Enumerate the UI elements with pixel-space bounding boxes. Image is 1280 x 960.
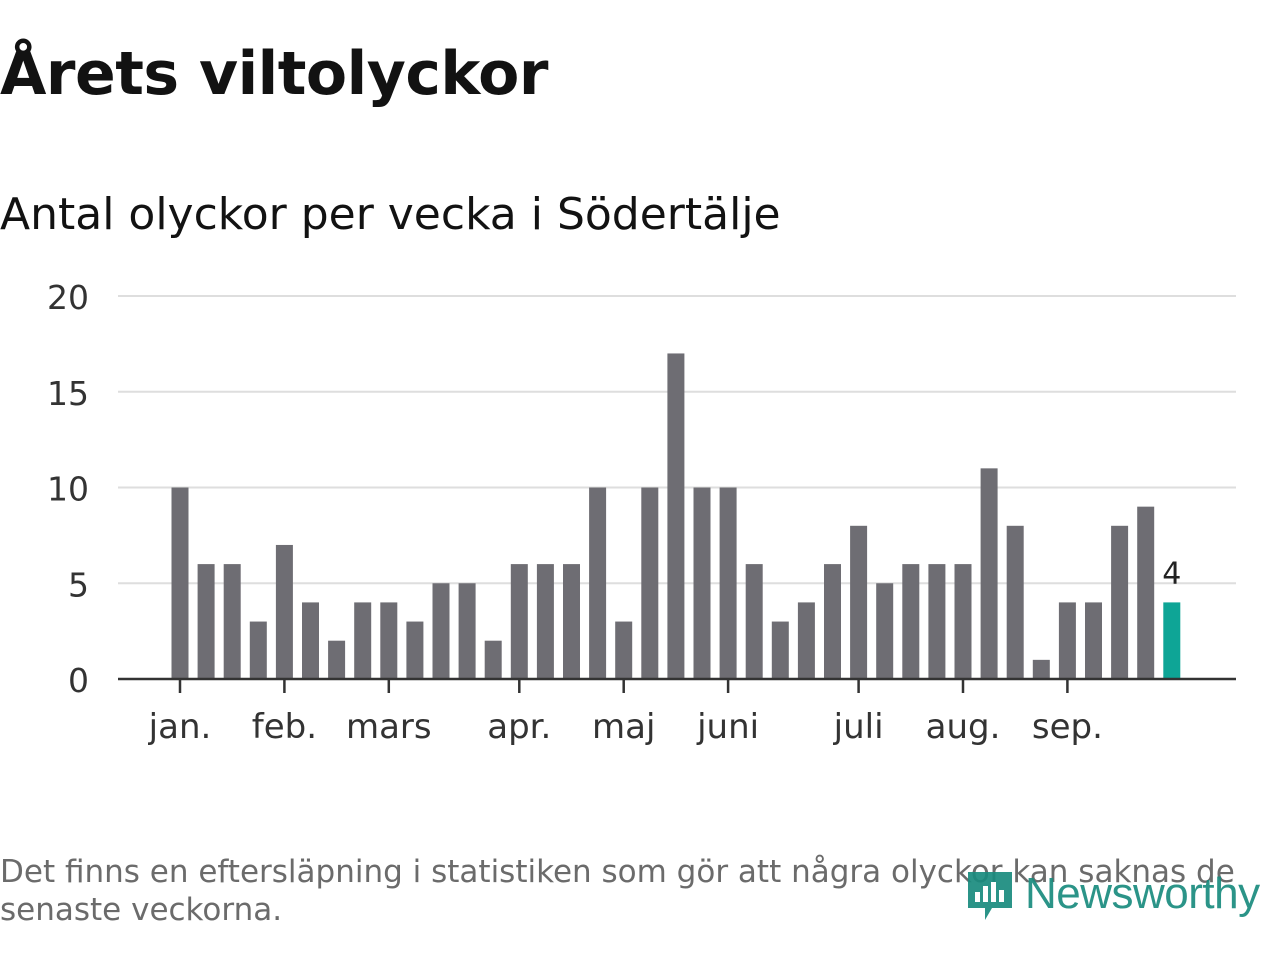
bar [432,583,450,679]
x-tick-label: feb. [252,707,317,747]
bar [484,640,502,679]
x-tick-label: apr. [487,707,551,747]
bar [328,640,346,679]
bar [458,583,476,679]
y-tick-label: 5 [68,565,89,604]
bar [563,564,580,679]
bar [980,468,998,679]
bar [797,602,815,679]
bar [171,487,189,679]
x-tick-label: aug. [926,707,1001,747]
brand-logo: Newsworthy [965,862,1260,926]
chart-subtitle: Antal olyckor per vecka i Södertälje [0,189,781,240]
bar [641,487,659,679]
bar [824,564,841,679]
bar [1006,525,1024,679]
chart-title: Årets viltolyckor [0,39,549,109]
bar [954,564,972,679]
x-axis: jan. feb. mars apr. maj juni juli aug. sep. [118,677,1236,747]
x-tick-label: juni [696,707,759,747]
bar [536,564,554,679]
bar [745,564,763,679]
bar [1137,506,1155,679]
bar [771,621,789,679]
data-labels: 4 [1162,556,1181,591]
x-tick-label: mars [346,707,432,747]
bar [1058,602,1076,679]
y-tick-label: 20 [47,278,89,317]
bar [693,487,711,679]
bar [876,583,894,679]
x-tick-label: juli [833,707,884,747]
y-tick-label: 15 [47,374,89,413]
bar [380,602,398,679]
bar [1111,525,1129,679]
bar [249,621,267,679]
bar [223,564,241,679]
footnote: Det finns en eftersläpning i statistiken… [0,854,1235,928]
data-label-latest: 4 [1162,556,1181,591]
x-tick-label: jan. [148,707,212,747]
y-tick-label: 10 [47,470,89,509]
bar [589,487,607,679]
bar [354,602,372,679]
bar [406,621,424,679]
bar [928,564,946,679]
x-tick-label: sep. [1032,707,1103,747]
bar [1085,602,1102,679]
bar [510,564,528,679]
y-axis-ticks: 0 5 10 15 20 [47,278,89,700]
bar [302,602,319,679]
bar [615,621,633,679]
bar-highlighted [1163,602,1181,679]
bar [667,353,685,679]
bars [171,353,1181,679]
bar [719,487,737,679]
bar [275,544,293,679]
x-tick-label: maj [592,707,655,747]
brand-name: Newsworthy [1025,869,1260,918]
bar [902,564,920,679]
bar [850,525,868,679]
bar [1032,659,1050,679]
y-tick-label: 0 [68,661,89,700]
bar [197,564,215,679]
newsworthy-logo-icon [968,872,1012,920]
